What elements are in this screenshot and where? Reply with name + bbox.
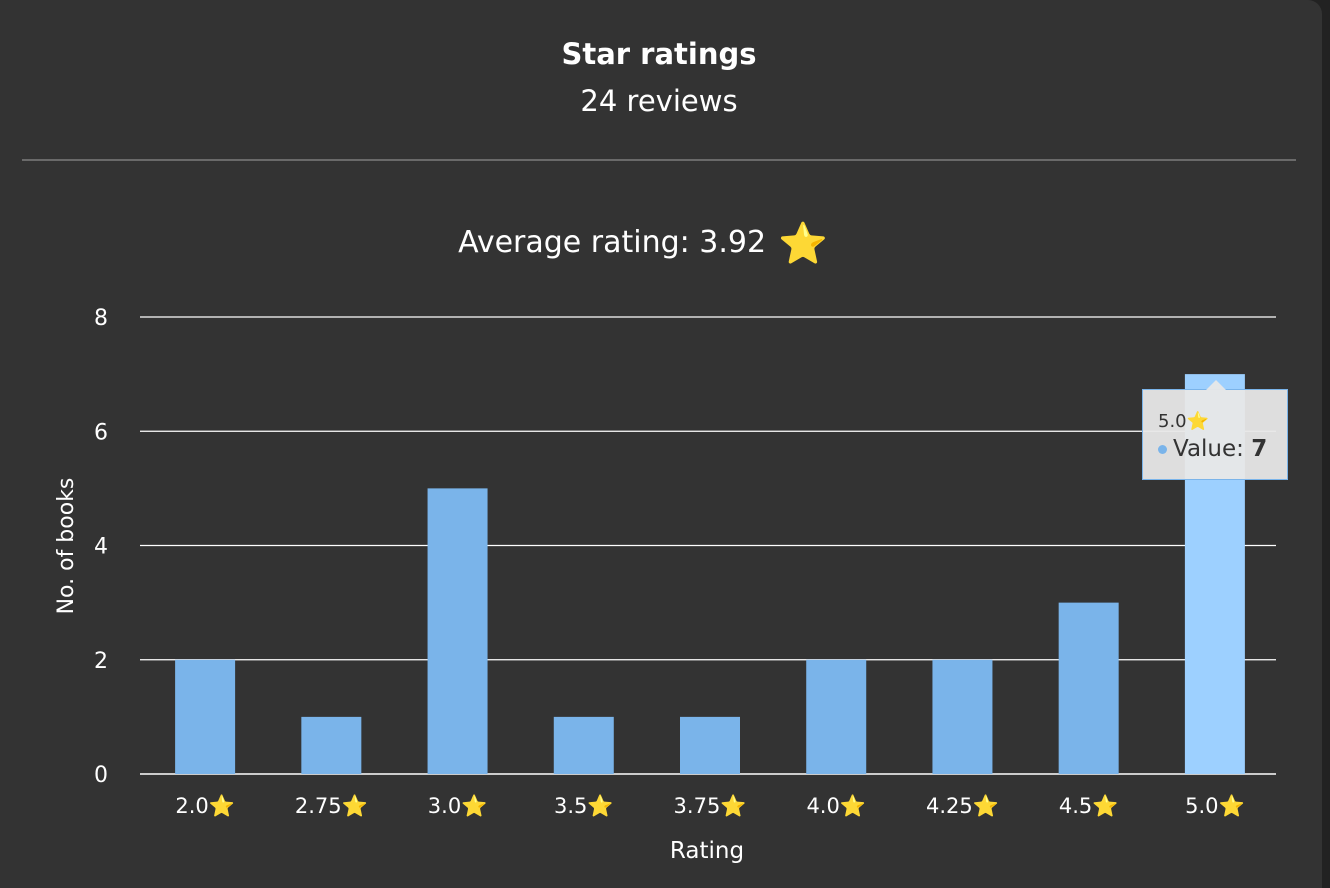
y-tick-label: 8 (94, 306, 108, 331)
bar[interactable] (806, 659, 867, 774)
average-rating: Average rating: 3.92 ⭐ (0, 218, 1286, 269)
x-tick-label: 4.0⭐ (806, 793, 866, 818)
bar[interactable] (932, 659, 993, 774)
x-tick-label: 3.75⭐ (674, 793, 747, 818)
header-divider (22, 159, 1296, 161)
bar[interactable] (175, 659, 236, 774)
x-tick-label: 3.5⭐ (554, 793, 614, 818)
bar[interactable] (1058, 602, 1119, 774)
y-tick-label: 2 (94, 649, 108, 674)
bar[interactable] (301, 716, 362, 774)
review-count: 24 reviews (580, 84, 738, 118)
series-dot-icon (1158, 445, 1167, 454)
tooltip-value: 7 (1251, 436, 1268, 462)
x-tick-label: 5.0⭐ (1185, 793, 1245, 818)
x-axis-label: Rating (670, 838, 744, 864)
y-tick-label: 4 (94, 535, 108, 560)
bar[interactable] (680, 716, 740, 774)
bar-tooltip: 5.0⭐ Value: 7 (1142, 380, 1288, 480)
x-tick-label: 4.25⭐ (926, 793, 999, 818)
average-rating-text: Average rating: 3.92 (458, 225, 767, 260)
x-tick-label: 2.0⭐ (175, 793, 235, 818)
tooltip-category: 5.0⭐ (1158, 411, 1210, 432)
bar[interactable] (427, 488, 488, 774)
y-tick-labels: 0 2 4 6 8 (94, 306, 108, 788)
star-icon: ⭐ (778, 220, 828, 267)
tooltip-value-label: Value: (1173, 436, 1252, 462)
y-axis-label: No. of books (54, 478, 79, 615)
y-tick-label: 0 (94, 763, 108, 788)
x-tick-label: 3.0⭐ (428, 793, 488, 818)
tooltip-arrow (1206, 380, 1226, 390)
bar[interactable] (553, 716, 614, 774)
card-header: Star ratings 24 reviews (0, 34, 1318, 121)
card-title: Star ratings (561, 37, 757, 71)
x-tick-label: 4.5⭐ (1059, 793, 1119, 818)
y-tick-label: 6 (94, 420, 108, 445)
x-tick-label: 2.75⭐ (295, 793, 368, 818)
bars (175, 374, 1245, 774)
x-tick-labels: 2.0⭐ 2.75⭐ 3.0⭐ 3.5⭐ 3.75⭐ 4.0⭐ 4.25⭐ 4.5⭐ 5.0⭐ (175, 793, 1244, 818)
tooltip-value-row: Value: 7 (1158, 436, 1267, 462)
